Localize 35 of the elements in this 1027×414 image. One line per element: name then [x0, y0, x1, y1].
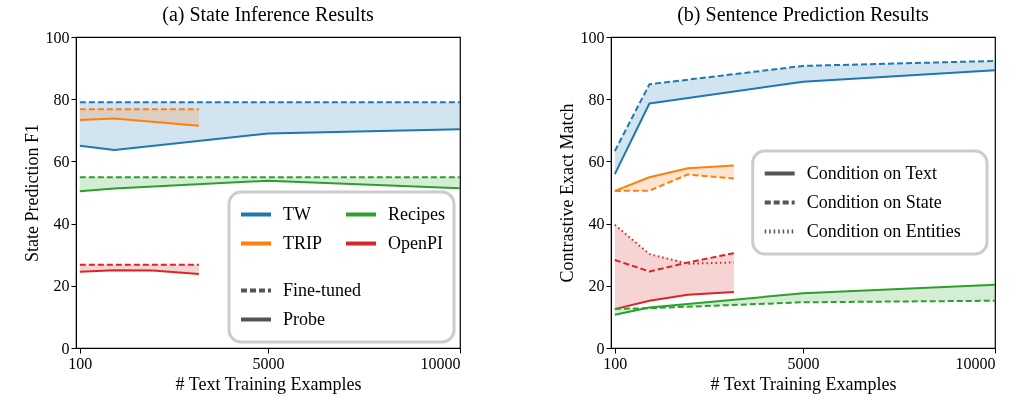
legend-label: Recipes: [388, 203, 445, 224]
y-tick-label: 100: [580, 28, 605, 46]
annotation: Condition on Text: [806, 162, 938, 183]
y-tick-label: 20: [53, 277, 70, 295]
annotation: Condition on Entities: [806, 220, 961, 241]
x-tick-label: 100: [68, 354, 93, 372]
chart-title: (a) State Inference Results: [162, 3, 374, 26]
x-tick-label: 10000: [420, 354, 461, 372]
x-axis-title: # Text Training Examples: [175, 373, 362, 394]
y-tick-label: 40: [588, 215, 605, 233]
x-tick-label: 10000: [955, 354, 996, 372]
y-tick-label: 20: [588, 277, 605, 295]
y-tick-label: 80: [53, 90, 70, 108]
y-tick-label: 0: [61, 339, 70, 357]
y-tick-label: 0: [596, 339, 605, 357]
x-tick-label: 5000: [252, 354, 285, 372]
annotation: Condition on State: [806, 191, 942, 212]
legend-label: TW: [283, 203, 311, 224]
line-series: [78, 128, 461, 151]
annotation: Probe: [283, 308, 325, 329]
y-axis-title: Contrastive Exact Match: [556, 103, 577, 283]
annotation: Fine-tuned: [283, 279, 361, 300]
chart-title: (b) Sentence Prediction Results: [677, 3, 930, 26]
y-tick-label: 60: [588, 152, 605, 170]
y-tick-label: 60: [53, 152, 70, 170]
y-tick-label: 80: [588, 90, 605, 108]
x-tick-label: 100: [603, 354, 628, 372]
line-series: [613, 59, 996, 153]
y-axis-title: State Prediction F1: [21, 124, 42, 262]
x-axis-title: # Text Training Examples: [710, 373, 897, 394]
y-tick-label: 100: [45, 28, 70, 46]
x-tick-label: 5000: [787, 354, 820, 372]
legend-label: OpenPI: [388, 232, 443, 253]
y-tick-label: 40: [53, 215, 70, 233]
legend-label: TRIP: [283, 232, 323, 253]
